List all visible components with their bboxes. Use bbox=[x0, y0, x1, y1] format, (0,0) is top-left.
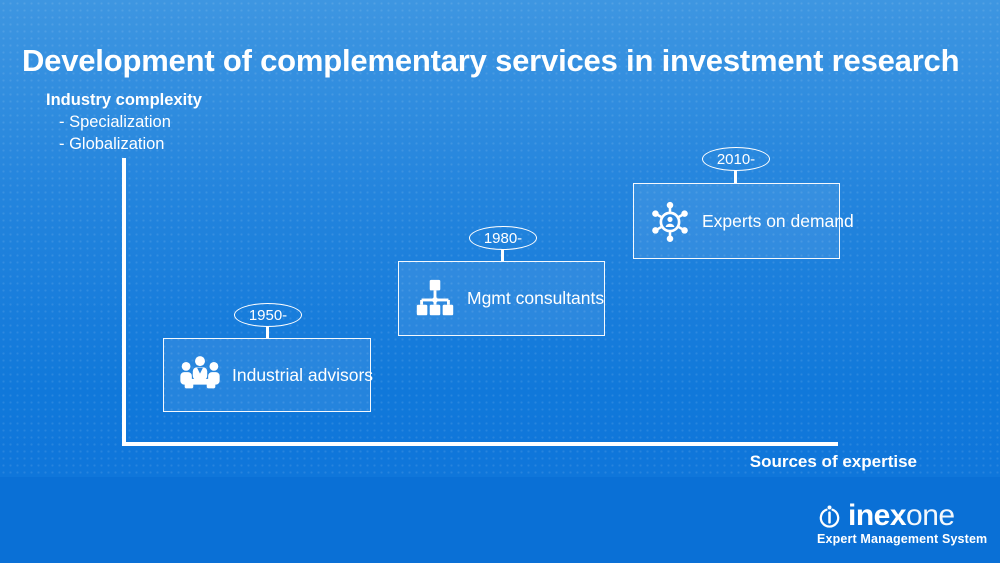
inexone-logo: inexone Expert Management System bbox=[817, 501, 988, 547]
inexone-logo-row: inexone bbox=[817, 501, 973, 531]
y-axis-label-block: Industry complexity - Specialization - G… bbox=[46, 90, 202, 155]
brand-light: one bbox=[906, 499, 955, 532]
item-box-mgmt-consultants: Mgmt consultants bbox=[398, 261, 605, 336]
y-axis-subitem-globalization: - Globalization bbox=[59, 135, 165, 153]
slide-title: Development of complementary services in… bbox=[22, 42, 960, 78]
y-axis-line bbox=[122, 158, 126, 446]
badge-connector-line bbox=[266, 326, 269, 338]
meeting-people-icon bbox=[180, 356, 220, 389]
badge-connector-line bbox=[734, 170, 737, 183]
year-badge-label: 1980- bbox=[483, 229, 523, 247]
brand-tagline: Expert Management System bbox=[817, 532, 988, 546]
x-axis-line bbox=[122, 442, 838, 446]
year-badge-2010: 2010- bbox=[702, 147, 770, 171]
inexone-wordmark: inexone bbox=[848, 501, 955, 531]
year-badge-label: 2010- bbox=[716, 150, 756, 168]
year-badge-label: 1950- bbox=[248, 306, 288, 324]
brand-bold: inex bbox=[848, 499, 907, 532]
year-badge-1980: 1980- bbox=[469, 226, 537, 250]
badge-connector-line bbox=[501, 249, 504, 261]
expert-network-icon bbox=[652, 201, 688, 242]
org-chart-icon bbox=[416, 279, 454, 315]
x-axis-title: Sources of expertise bbox=[749, 452, 917, 471]
item-label: Industrial advisors bbox=[232, 364, 374, 385]
item-box-industrial-advisors: Industrial advisors bbox=[163, 338, 374, 412]
inexone-logo-icon bbox=[819, 504, 840, 528]
y-axis-title: Industry complexity bbox=[46, 91, 202, 109]
footer-band bbox=[0, 477, 1000, 563]
item-box-experts-on-demand: Experts on demand bbox=[633, 183, 854, 259]
y-axis-subitem-specialization: - Specialization bbox=[59, 113, 171, 131]
item-label: Mgmt consultants bbox=[467, 288, 605, 308]
item-label: Experts on demand bbox=[702, 210, 854, 231]
year-badge-1950: 1950- bbox=[234, 303, 302, 327]
